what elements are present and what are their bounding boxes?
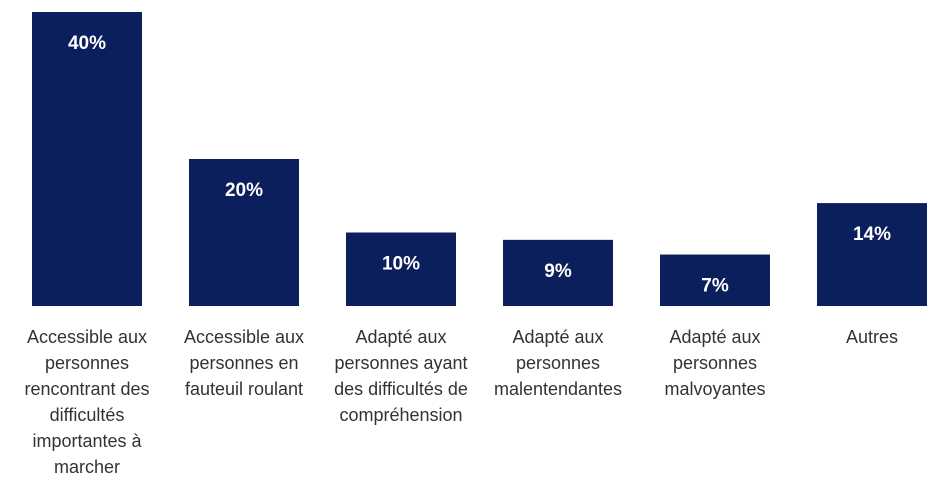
bar (817, 203, 927, 306)
x-tick-label: Accessible aux personnes rencontrant des… (24, 327, 150, 477)
x-tick-label: Accessible aux personnes en fauteuil rou… (183, 327, 305, 399)
data-label: 9% (544, 261, 572, 282)
bar (32, 12, 142, 306)
x-tick-label: Adapté aux personnes malvoyantes (664, 327, 766, 399)
x-tick-label: Adapté aux personnes ayant des difficult… (334, 327, 468, 425)
x-tick-label: Adapté aux personnes malentendantes (493, 327, 623, 399)
data-label: 10% (382, 254, 420, 275)
data-label: 40% (68, 33, 106, 54)
data-label: 7% (701, 276, 729, 297)
data-label: 20% (225, 180, 263, 201)
bar (660, 254, 770, 306)
data-label: 14% (853, 224, 891, 245)
bar (189, 159, 299, 306)
x-tick-label: Autres (845, 327, 899, 347)
bar (503, 239, 613, 306)
bar (346, 232, 456, 306)
